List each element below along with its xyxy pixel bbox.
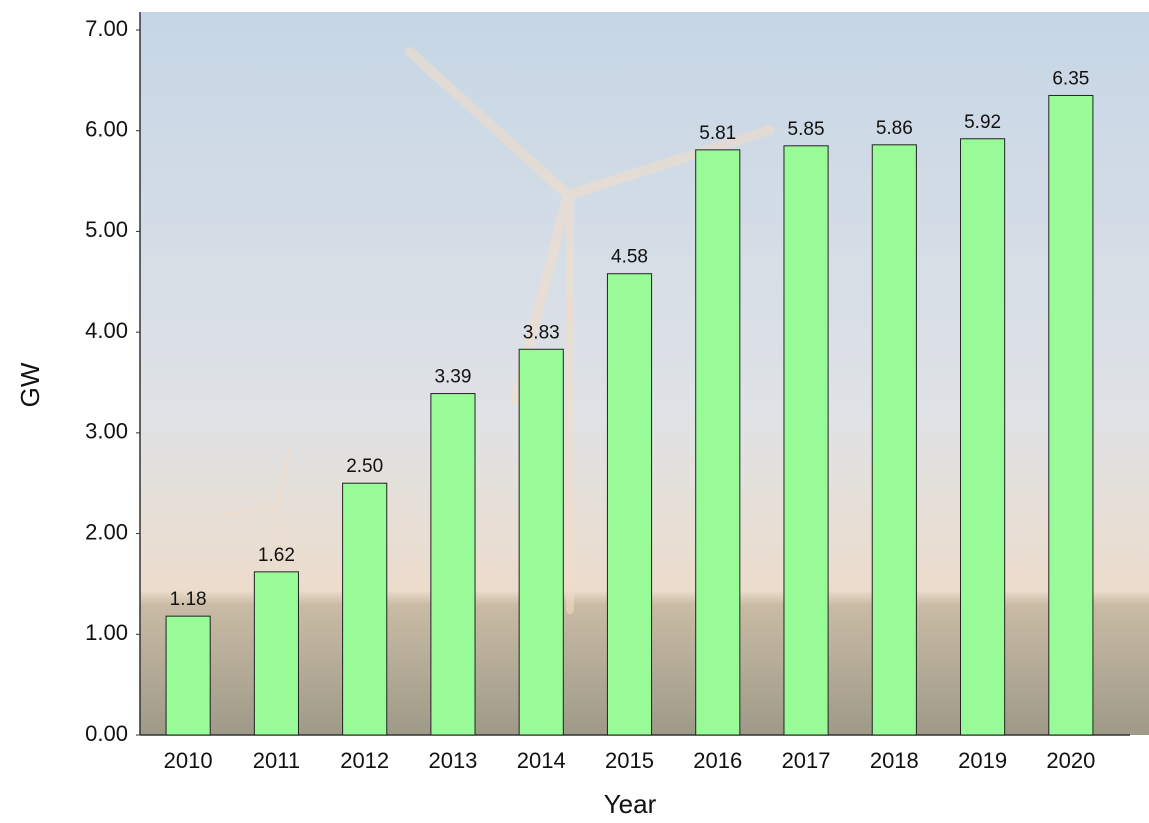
bar [872, 145, 916, 735]
y-tick-label: 4.00 [85, 318, 128, 343]
x-tick-label: 2019 [958, 748, 1007, 773]
bar [961, 139, 1005, 735]
data-label: 5.86 [876, 118, 913, 139]
data-label: 5.92 [964, 112, 1001, 133]
bar [607, 274, 651, 735]
page: {"chart_data": {"type": "bar", "x_label"… [0, 0, 1149, 823]
x-tick-label: 2017 [782, 748, 831, 773]
data-label: 3.83 [523, 322, 560, 343]
data-label: 5.85 [788, 119, 825, 140]
bar [343, 483, 387, 735]
y-tick-label: 5.00 [85, 217, 128, 242]
x-tick-label: 2010 [164, 748, 213, 773]
chart: GW Year 0.00 1.00 2.00 3.00 4.00 5.00 6.00 7.00… [0, 0, 1149, 823]
x-tick-label: 2020 [1046, 748, 1095, 773]
y-tick-label: 6.00 [85, 117, 128, 142]
x-tick-label: 2011 [253, 748, 300, 773]
data-label: 2.50 [346, 456, 383, 477]
y-tick-label: 2.00 [85, 519, 128, 544]
x-tick-label: 2013 [428, 748, 477, 773]
bar [1049, 95, 1093, 735]
bar [166, 616, 210, 735]
data-label: 5.81 [699, 123, 736, 144]
data-label: 1.62 [258, 545, 295, 566]
data-label: 6.35 [1052, 68, 1089, 89]
y-axis-title: GW [15, 362, 45, 407]
bar [254, 572, 298, 735]
data-label: 1.18 [170, 589, 207, 610]
bar [696, 150, 740, 735]
bar [431, 394, 475, 735]
data-label: 3.39 [434, 367, 471, 388]
x-tick-label: 2015 [605, 748, 654, 773]
x-tick-label: 2014 [517, 748, 566, 773]
x-tick-label: 2018 [870, 748, 919, 773]
y-tick-label: 3.00 [85, 419, 128, 444]
bar [784, 146, 828, 735]
y-tick-label: 0.00 [85, 721, 128, 746]
x-tick-label: 2012 [340, 748, 389, 773]
y-tick-label: 1.00 [85, 620, 128, 645]
y-tick-label: 7.00 [85, 16, 128, 41]
data-label: 4.58 [611, 247, 648, 268]
x-axis-title: Year [604, 789, 657, 819]
x-tick-label: 2016 [693, 748, 742, 773]
bar [519, 349, 563, 735]
